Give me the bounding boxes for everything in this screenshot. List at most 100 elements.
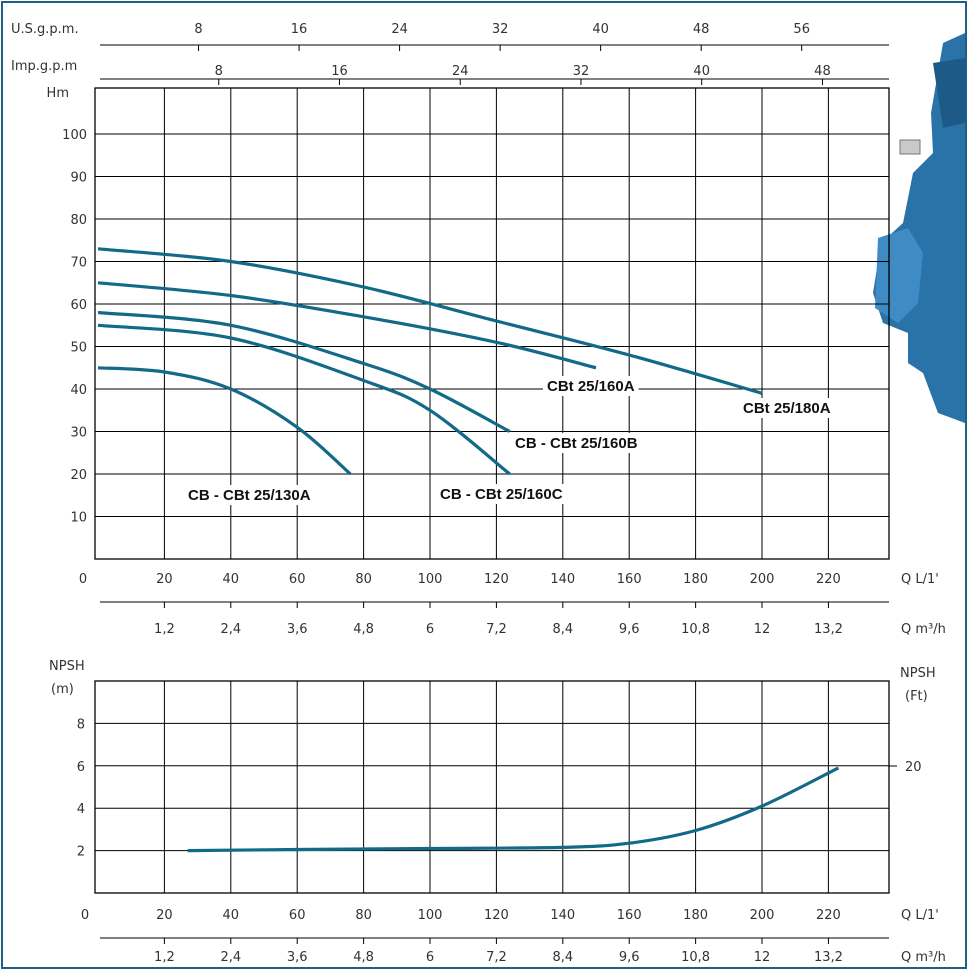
top-plot-border <box>94 87 890 560</box>
top-x-tick-label: 60 <box>289 572 306 587</box>
bottom-y-tick-label: 2 <box>77 845 85 860</box>
top-x-tick-label: 220 <box>816 572 841 587</box>
top-x-tick-label: 20 <box>156 572 173 587</box>
bottom-m3h-tick-label: 13,2 <box>814 950 843 965</box>
bottom-m3h-tick-label: 8,4 <box>552 950 573 965</box>
usgpm-tick-label: 56 <box>793 22 810 37</box>
curve-label-bg <box>436 484 567 504</box>
top-grid <box>94 87 890 560</box>
bottom-m3h-axis-label: Q m³/h <box>901 950 946 965</box>
bottom-x-tick-label: 200 <box>750 908 775 923</box>
curve-label-bg <box>511 433 642 453</box>
usgpm-tick-label: 40 <box>592 22 609 37</box>
top-x-tick-label: 120 <box>484 572 509 587</box>
bottom-y-tick-label: 6 <box>77 760 85 775</box>
m3h-tick-label: 10,8 <box>681 622 710 637</box>
usgpm-tick-label: 32 <box>492 22 509 37</box>
usgpm-tick-label: 8 <box>194 22 202 37</box>
m3h-tick-label: 8,4 <box>552 622 573 637</box>
bottom-x-tick-label: 140 <box>550 908 575 923</box>
impgpm-tick-label: 48 <box>814 64 831 79</box>
usgpm-tick-label: 48 <box>693 22 710 37</box>
impgpm-tick-label: 8 <box>215 64 223 79</box>
curve-label: CB - CBt 25/160C <box>440 486 563 503</box>
top-x-tick-label: 140 <box>550 572 575 587</box>
bottom-y-axis-label: NPSH <box>49 659 85 674</box>
top-y-tick-label: 80 <box>70 213 87 228</box>
bottom-m3h-tick-label: 7,2 <box>486 950 507 965</box>
bottom-plot-border <box>94 680 890 894</box>
top-y-tick-label: 50 <box>70 341 87 356</box>
top-y-tick-label: 20 <box>70 468 87 483</box>
curve-label: CB - CBt 25/160B <box>515 435 638 452</box>
usgpm-tick-label: 16 <box>291 22 308 37</box>
bottom-m3h-tick-label: 3,6 <box>287 950 308 965</box>
usgpm-tick-label: 24 <box>391 22 408 37</box>
bottom-x-tick-label: 160 <box>617 908 642 923</box>
bottom-x-tick-label: 40 <box>223 908 240 923</box>
bottom-m3h-tick-label: 4,8 <box>353 950 374 965</box>
top-x-tick-label: 100 <box>418 572 443 587</box>
curve-3 <box>97 310 511 433</box>
top-y-tick-label: 70 <box>70 256 87 271</box>
top-x-tick-label: 40 <box>223 572 240 587</box>
bottom-y-axis-unit: (m) <box>51 682 74 697</box>
m3h-tick-label: 6 <box>426 622 434 637</box>
curve-label-bg <box>739 398 835 418</box>
top-y-tick-label: 100 <box>62 128 87 143</box>
bottom-x-tick-label: 80 <box>355 908 372 923</box>
curve-4 <box>97 323 511 476</box>
bottom-m3h-tick-label: 12 <box>754 950 771 965</box>
m3h-tick-label: 13,2 <box>814 622 843 637</box>
top-x-tick-label: 80 <box>355 572 372 587</box>
bottom-x-tick-label: 180 <box>683 908 708 923</box>
impgpm-tick-label: 40 <box>693 64 710 79</box>
npsh-curve <box>187 766 840 853</box>
bottom-m3h-tick-label: 9,6 <box>619 950 640 965</box>
bottom-m3h-tick-label: 2,4 <box>220 950 241 965</box>
impgpm-axis-label: Imp.g.p.m <box>11 59 77 74</box>
bottom-x-tick-label: 120 <box>484 908 509 923</box>
bottom-y-tick-label: 8 <box>77 717 85 732</box>
impgpm-tick-label: 24 <box>452 64 469 79</box>
m3h-tick-label: 2,4 <box>220 622 241 637</box>
m3h-axis-label: Q m³/h <box>901 622 946 637</box>
pump-image <box>873 33 965 423</box>
bottom-m3h-tick-label: 1,2 <box>154 950 175 965</box>
bottom-right-tick-label: 20 <box>905 760 922 775</box>
m3h-tick-label: 3,6 <box>287 622 308 637</box>
m3h-tick-label: 1,2 <box>154 622 175 637</box>
bottom-grid <box>94 680 890 894</box>
top-x-axis-label: Q L/1' <box>901 572 939 587</box>
m3h-tick-label: 4,8 <box>353 622 374 637</box>
m3h-tick-label: 12 <box>754 622 771 637</box>
bottom-y-tick-label: 4 <box>77 802 85 817</box>
top-y-tick-label: 30 <box>70 426 87 441</box>
bottom-m3h-tick-label: 10,8 <box>681 950 710 965</box>
usgpm-axis-label: U.S.g.p.m. <box>11 22 79 37</box>
top-y-tick-label: 90 <box>70 171 87 186</box>
top-y-axis-label: Hm <box>47 86 69 101</box>
bottom-right-axis-label: NPSH <box>900 666 936 681</box>
bottom-x-tick-label: 220 <box>816 908 841 923</box>
curve-label: CB - CBt 25/130A <box>188 487 311 504</box>
bottom-x-tick-label: 100 <box>418 908 443 923</box>
top-x-tick-label: 200 <box>750 572 775 587</box>
impgpm-tick-label: 32 <box>573 64 590 79</box>
bottom-right-axis-unit: (Ft) <box>905 689 928 704</box>
bottom-m3h-tick-label: 6 <box>426 950 434 965</box>
impgpm-tick-label: 16 <box>331 64 348 79</box>
curve-label-bg <box>543 376 639 396</box>
curve-5 <box>97 366 352 476</box>
top-y-tick-label: 40 <box>70 383 87 398</box>
curve-1 <box>97 247 763 395</box>
top-y-tick-label: 10 <box>70 511 87 526</box>
bottom-x-axis-label: Q L/1' <box>901 908 939 923</box>
bottom-x-tick-label: 20 <box>156 908 173 923</box>
m3h-tick-label: 7,2 <box>486 622 507 637</box>
m3h-tick-label: 9,6 <box>619 622 640 637</box>
bottom-x-tick-label: 0 <box>81 908 89 923</box>
